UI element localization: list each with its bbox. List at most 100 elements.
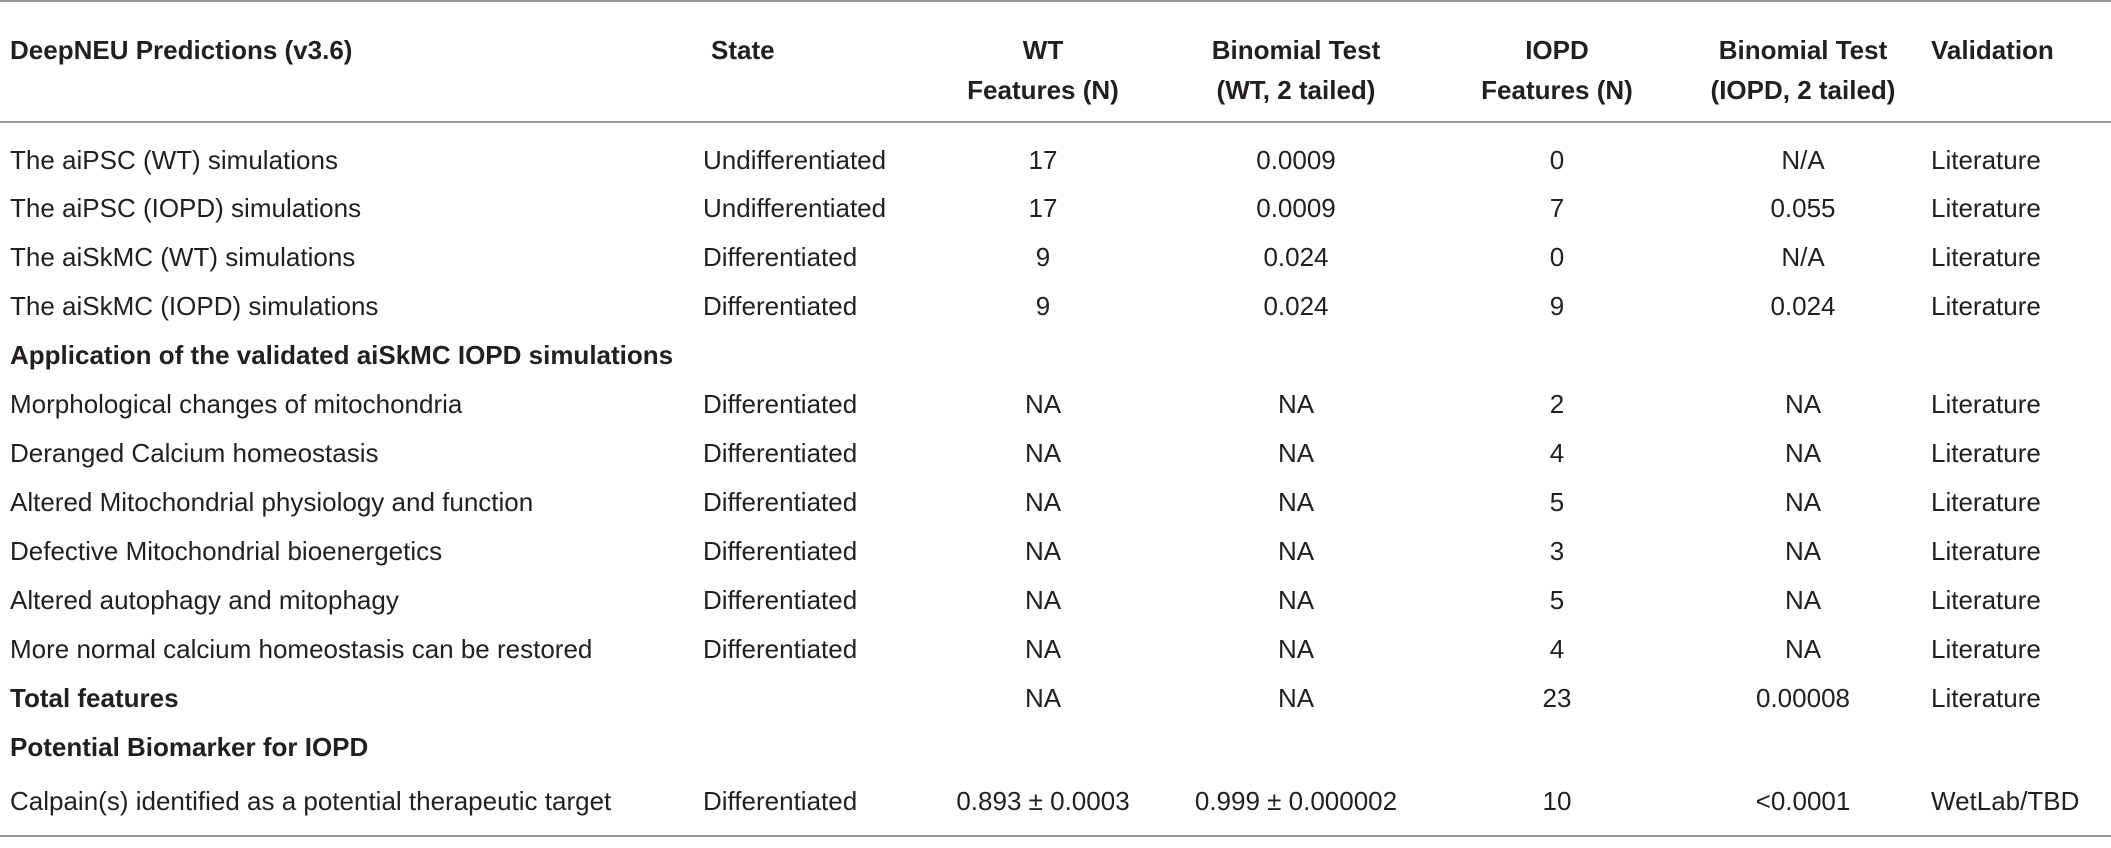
cell-iopd-features: 23 xyxy=(1542,683,1572,713)
cell-iopd-features: 0 xyxy=(1549,145,1565,175)
cell-prediction: The aiPSC (WT) simulations xyxy=(10,145,338,175)
table-row: The aiPSC (IOPD) simulations Undifferenti… xyxy=(0,184,2111,233)
cell-binomial-iopd: NA xyxy=(1784,389,1822,419)
cell-binomial-wt: NA xyxy=(1277,683,1315,713)
cell-validation: WetLab/TBD xyxy=(1923,772,2111,837)
cell-state: Differentiated xyxy=(703,536,858,566)
cell-binomial-wt: NA xyxy=(1277,389,1315,419)
cell-wt-features: NA xyxy=(1024,683,1062,713)
cell-validation: Literature xyxy=(1931,242,2041,272)
cell-prediction: Total features xyxy=(10,683,179,713)
cell-validation: Literature xyxy=(1931,438,2041,468)
table-row: The aiSkMC (WT) simulations Differentiate… xyxy=(0,233,2111,282)
cell-iopd-features: 9 xyxy=(1549,291,1565,321)
cell-binomial-wt: NA xyxy=(1277,536,1315,566)
cell-validation: Literature xyxy=(1931,389,2041,419)
header-state: State xyxy=(703,0,925,123)
cell-binomial-iopd: N/A xyxy=(1781,145,1825,175)
cell-wt-features: 17 xyxy=(1028,145,1058,175)
cell-state xyxy=(703,674,925,723)
cell-state: Differentiated xyxy=(703,438,858,468)
cell-iopd-features: 4 xyxy=(1549,634,1565,664)
header-row: DeepNEU Predictions (v3.6) State WT Featu… xyxy=(0,0,2111,123)
header-iopd-features: IOPD Features (N) xyxy=(1431,0,1683,123)
table-row: Deranged Calcium homeostasis Differentiat… xyxy=(0,429,2111,478)
table-body: The aiPSC (WT) simulations Undifferentiat… xyxy=(0,122,2111,837)
cell-wt-features: NA xyxy=(1024,438,1062,468)
table-row: More normal calcium homeostasis can be r… xyxy=(0,625,2111,674)
cell-iopd-features: 10 xyxy=(1431,772,1683,837)
cell-wt-features: 17 xyxy=(1028,193,1058,223)
cell-wt-features: 9 xyxy=(1035,291,1051,321)
cell-binomial-wt: 0.999 ± 0.000002 xyxy=(1161,772,1431,837)
cell-binomial-iopd: NA xyxy=(1784,536,1822,566)
section-title: Application of the validated aiSkMC IOPD… xyxy=(10,340,674,370)
cell-binomial-iopd: NA xyxy=(1784,487,1822,517)
table-row: Altered Mitochondrial physiology and fun… xyxy=(0,478,2111,527)
cell-validation: Literature xyxy=(1931,536,2041,566)
cell-prediction: Deranged Calcium homeostasis xyxy=(10,438,379,468)
cell-iopd-features: 5 xyxy=(1549,585,1565,615)
cell-binomial-wt: 0.0009 xyxy=(1256,145,1336,175)
table-row: Calpain(s) identified as a potential the… xyxy=(0,772,2111,837)
section-header-row: Potential Biomarker for IOPD xyxy=(0,723,2111,772)
cell-prediction: The aiSkMC (WT) simulations xyxy=(10,242,356,272)
cell-binomial-iopd: NA xyxy=(1784,438,1822,468)
table-row: Defective Mitochondrial bioenergetics Dif… xyxy=(0,527,2111,576)
cell-validation: Literature xyxy=(1931,193,2041,223)
cell-binomial-wt: 0.0009 xyxy=(1256,193,1336,223)
cell-binomial-iopd: 0.024 xyxy=(1770,291,1836,321)
cell-validation: Literature xyxy=(1931,291,2041,321)
cell-binomial-iopd: NA xyxy=(1784,634,1822,664)
table-header: DeepNEU Predictions (v3.6) State WT Featu… xyxy=(0,0,2111,123)
cell-binomial-wt: NA xyxy=(1277,585,1315,615)
cell-state: Differentiated xyxy=(703,389,858,419)
cell-validation: Literature xyxy=(1931,585,2041,615)
cell-binomial-iopd: NA xyxy=(1784,585,1822,615)
cell-binomial-wt: NA xyxy=(1277,634,1315,664)
cell-binomial-wt: 0.024 xyxy=(1263,291,1329,321)
cell-prediction: Morphological changes of mitochondria xyxy=(10,389,463,419)
cell-wt-features: 9 xyxy=(1035,242,1051,272)
cell-wt-features: NA xyxy=(1024,389,1062,419)
cell-binomial-wt: NA xyxy=(1277,438,1315,468)
cell-state: Differentiated xyxy=(703,242,858,272)
cell-binomial-iopd: N/A xyxy=(1781,242,1825,272)
cell-binomial-iopd: 0.00008 xyxy=(1756,683,1850,713)
cell-binomial-iopd: 0.055 xyxy=(1770,193,1836,223)
cell-iopd-features: 5 xyxy=(1549,487,1565,517)
cell-binomial-wt: 0.024 xyxy=(1263,242,1329,272)
cell-wt-features: 0.893 ± 0.0003 xyxy=(925,772,1161,837)
cell-validation: Literature xyxy=(1931,145,2041,175)
cell-binomial-iopd: <0.0001 xyxy=(1683,772,1923,837)
cell-iopd-features: 0 xyxy=(1549,242,1565,272)
header-binomial-iopd: Binomial Test (IOPD, 2 tailed) xyxy=(1683,0,1923,123)
table-row: The aiSkMC (IOPD) simulations Differentia… xyxy=(0,282,2111,331)
cell-prediction: The aiSkMC (IOPD) simulations xyxy=(10,291,379,321)
cell-validation: Literature xyxy=(1931,683,2041,713)
cell-state: Differentiated xyxy=(703,772,925,837)
cell-iopd-features: 3 xyxy=(1549,536,1565,566)
cell-wt-features: NA xyxy=(1024,634,1062,664)
cell-prediction: Altered Mitochondrial physiology and fun… xyxy=(10,487,534,517)
table-row: Altered autophagy and mitophagy Different… xyxy=(0,576,2111,625)
cell-validation: Literature xyxy=(1931,487,2041,517)
total-row: Total features NA NA 23 0.00008 Literature xyxy=(0,674,2111,723)
cell-state: Undifferentiated xyxy=(703,193,887,223)
cell-iopd-features: 7 xyxy=(1549,193,1565,223)
section-title: Potential Biomarker for IOPD xyxy=(10,732,369,762)
table-row: Morphological changes of mitochondria Dif… xyxy=(0,380,2111,429)
header-predictions: DeepNEU Predictions (v3.6) xyxy=(0,0,703,123)
cell-state: Differentiated xyxy=(703,585,858,615)
cell-state: Differentiated xyxy=(703,634,858,664)
cell-wt-features: NA xyxy=(1024,585,1062,615)
section-header-row: Application of the validated aiSkMC IOPD… xyxy=(0,331,2111,380)
cell-wt-features: NA xyxy=(1024,487,1062,517)
header-validation: Validation xyxy=(1923,0,2111,123)
table-row: The aiPSC (WT) simulations Undifferentiat… xyxy=(0,122,2111,184)
cell-state: Differentiated xyxy=(703,487,858,517)
cell-prediction: Altered autophagy and mitophagy xyxy=(10,585,399,615)
cell-iopd-features: 2 xyxy=(1549,389,1565,419)
